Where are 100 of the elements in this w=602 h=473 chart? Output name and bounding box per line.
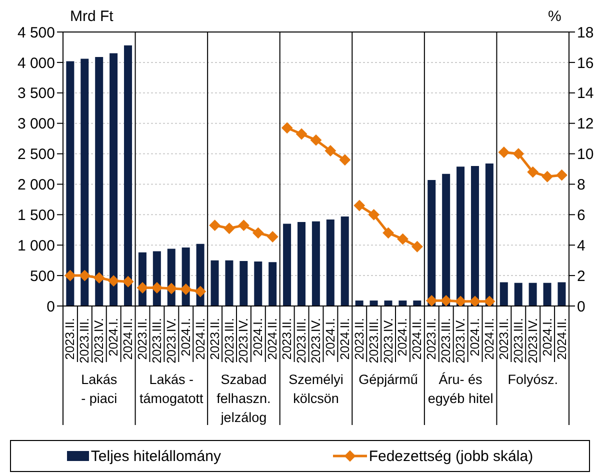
x-tick-label: 2023.II. bbox=[136, 318, 150, 360]
x-tick-label: 2024.I. bbox=[106, 318, 121, 356]
y2-tick-label: 16 bbox=[577, 54, 594, 72]
x-tick-label: 2023.IV. bbox=[526, 318, 540, 364]
x-tick-label: 2023.II. bbox=[280, 318, 294, 360]
legend-label: Teljes hitelállomány bbox=[90, 448, 221, 464]
y2-axis-title: % bbox=[548, 8, 562, 25]
legend-label: Fedezettség (jobb skála) bbox=[368, 448, 534, 464]
y-tick-label: 2 000 bbox=[17, 176, 55, 194]
x-tick-label: 2024.II. bbox=[266, 318, 280, 360]
y2-tick-label: 10 bbox=[577, 146, 594, 164]
x-tick-label: 2024.I. bbox=[178, 318, 193, 356]
y2-tick-label: 18 bbox=[577, 24, 594, 42]
bar bbox=[312, 221, 320, 306]
point bbox=[440, 295, 452, 306]
bar bbox=[240, 260, 248, 306]
x-tick-label: 2024.II. bbox=[338, 318, 352, 360]
bar bbox=[66, 61, 74, 306]
x-tick-label: 2024.I. bbox=[323, 318, 338, 356]
text: Lakás - támogatott bbox=[138, 371, 204, 408]
x-tick-label: 2023.II. bbox=[352, 318, 366, 360]
x-tick-label: 2024.II. bbox=[554, 318, 569, 360]
y2-tick-label: 14 bbox=[577, 85, 594, 102]
point bbox=[94, 272, 105, 284]
text: Szabad felhaszn. jelzálog bbox=[216, 371, 272, 427]
x-tick-label: 2023.III. bbox=[439, 318, 454, 364]
point bbox=[194, 286, 206, 298]
text: Lakás - piaci bbox=[80, 371, 118, 408]
bar bbox=[398, 300, 407, 306]
y-tick-label: 0 bbox=[46, 298, 55, 316]
x-tick-label: 2024.I. bbox=[540, 318, 554, 356]
bar bbox=[485, 164, 494, 306]
text: Folyósz. bbox=[506, 371, 559, 389]
x-tick-label: 2023.III. bbox=[294, 318, 309, 364]
x-tick-label: 2024.II. bbox=[193, 318, 208, 360]
point bbox=[470, 296, 481, 306]
bar bbox=[543, 282, 552, 306]
bar bbox=[254, 262, 262, 306]
bar bbox=[528, 282, 537, 306]
bar bbox=[210, 260, 219, 306]
y2-tick-label: 8 bbox=[577, 176, 586, 194]
point bbox=[426, 295, 438, 306]
text: Gépjármű bbox=[358, 371, 419, 389]
text: Személyi kölcsön bbox=[288, 371, 344, 408]
y-tick-label: 500 bbox=[30, 268, 55, 285]
point bbox=[64, 270, 76, 282]
y2-tick-label: 0 bbox=[577, 298, 586, 316]
x-tick-label: 2023.IV. bbox=[164, 318, 178, 364]
bar bbox=[340, 216, 349, 306]
bar bbox=[355, 300, 364, 306]
y2-tick-label: 4 bbox=[577, 237, 586, 254]
x-tick-label: 2024.I. bbox=[468, 318, 482, 356]
bar bbox=[470, 166, 479, 306]
y-tick-label: 3 000 bbox=[17, 116, 55, 133]
y2-tick-label: 6 bbox=[577, 206, 586, 224]
point bbox=[455, 296, 466, 306]
x-tick-label: 2023.III. bbox=[78, 318, 92, 364]
point bbox=[166, 282, 177, 294]
bar bbox=[95, 56, 104, 306]
x-tick-label: 2023.II. bbox=[496, 318, 511, 360]
bar bbox=[442, 174, 450, 306]
bar bbox=[297, 222, 306, 306]
x-tick-label: 2023.IV. bbox=[92, 318, 106, 364]
x-tick-label: 2023.IV. bbox=[309, 318, 323, 364]
text: Áru- és egyéb hitel bbox=[426, 371, 494, 408]
bar bbox=[110, 53, 118, 306]
x-tick-label: 2024.I. bbox=[396, 318, 410, 356]
point bbox=[79, 270, 90, 282]
x-tick-label: 2023.III. bbox=[511, 318, 526, 364]
point bbox=[122, 276, 134, 288]
y-tick-label: 1 000 bbox=[17, 237, 55, 254]
x-tick-label: 2023.II. bbox=[424, 318, 439, 360]
bar bbox=[558, 282, 566, 306]
x-tick-label: 2024.II. bbox=[410, 318, 424, 360]
bar bbox=[283, 224, 292, 306]
bar bbox=[124, 45, 132, 306]
x-tick-label: 2023.III. bbox=[150, 318, 164, 364]
point bbox=[151, 282, 162, 294]
bar bbox=[370, 300, 378, 306]
x-tick-label: 2023.IV. bbox=[236, 318, 251, 364]
x-tick-label: 2023.III. bbox=[366, 318, 381, 364]
bar bbox=[428, 180, 436, 306]
y-tick-label: 4 000 bbox=[17, 54, 55, 72]
x-tick-label: 2023.II. bbox=[208, 318, 222, 360]
x-tick-label: 2023.II. bbox=[63, 318, 78, 360]
y-tick-label: 4 500 bbox=[17, 24, 55, 42]
y-tick-label: 2 500 bbox=[17, 146, 55, 164]
y-axis-title: Mrd Ft bbox=[70, 8, 114, 25]
point bbox=[137, 282, 148, 294]
point bbox=[180, 284, 192, 295]
bar bbox=[456, 166, 465, 306]
bar bbox=[413, 300, 422, 306]
x-tick-label: 2023.III. bbox=[222, 318, 236, 364]
x-tick-label: 2023.IV. bbox=[381, 318, 396, 364]
point bbox=[484, 296, 495, 306]
x-tick-label: 2024.I. bbox=[251, 318, 266, 356]
bar bbox=[268, 262, 277, 306]
bar bbox=[80, 58, 89, 306]
y2-tick-label: 12 bbox=[577, 116, 594, 133]
point bbox=[108, 275, 120, 286]
